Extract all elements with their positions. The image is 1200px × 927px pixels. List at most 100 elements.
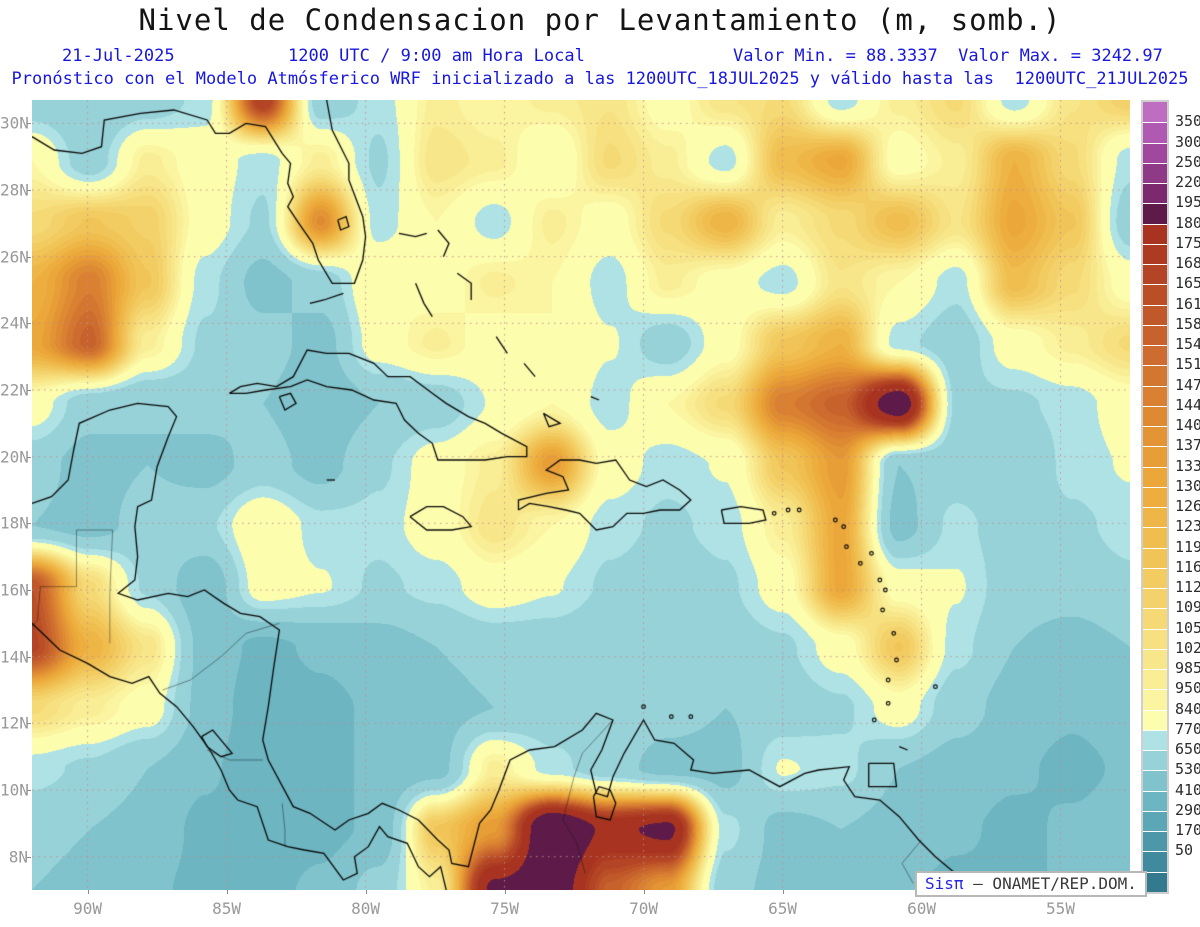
colorbar-level-label: 1950	[1175, 193, 1200, 212]
x-tick-label: 85W	[212, 899, 242, 918]
forecast-subtitle: Pronóstico con el Modelo Atmósferico WRF…	[11, 69, 1189, 89]
colorbar-level-label: 1020	[1175, 638, 1200, 657]
colorbar-level-label: 290	[1175, 800, 1200, 819]
colorbar-level-label: 840	[1175, 699, 1200, 718]
colorbar-level-label: 1405	[1175, 416, 1200, 435]
y-tick-label: 20N	[0, 447, 29, 467]
colorbar-segment	[1143, 162, 1167, 183]
y-tick-mark	[27, 190, 31, 191]
colorbar-level-label: 1370	[1175, 436, 1200, 455]
colorbar-segment	[1143, 345, 1167, 366]
colorbar-level-label: 410	[1175, 780, 1200, 799]
colorbar-segment	[1143, 871, 1167, 892]
y-tick-mark	[27, 123, 31, 125]
y-tick-mark	[27, 323, 31, 325]
colorbar-segment	[1143, 790, 1167, 811]
colorbar-level-label: 1195	[1175, 537, 1200, 556]
colorbar-level-label: 1440	[1175, 395, 1200, 414]
colorbar-segment	[1143, 385, 1167, 406]
y-tick-label: 8N	[8, 847, 28, 867]
colorbar-segment	[1143, 426, 1167, 447]
y-tick-label: 24N	[0, 313, 29, 333]
x-tick-mark	[782, 890, 784, 894]
colorbar-level-label: 1265	[1175, 497, 1200, 516]
valid-date: 21-Jul-2025	[62, 46, 175, 66]
x-tick-label: 60W	[907, 899, 936, 918]
colorbar-level-label: 770	[1175, 719, 1200, 738]
colorbar-segment	[1143, 729, 1167, 750]
value-min-max: Valor Min. = 88.3337 Valor Max. = 3242.9…	[733, 46, 1163, 66]
colorbar-segment	[1143, 770, 1167, 791]
colorbar-segment	[1143, 507, 1167, 528]
y-tick-mark	[27, 256, 31, 258]
map-plot-area	[32, 100, 1130, 890]
watermark-brand: Sisπ	[925, 874, 964, 893]
colorbar-segment	[1143, 304, 1167, 325]
colorbar-segment	[1143, 547, 1167, 568]
y-tick-label: 16N	[0, 580, 29, 600]
colorbar-segment	[1143, 689, 1167, 710]
colorbar-level-label: 1545	[1175, 335, 1200, 354]
colorbar-level-label: 1800	[1175, 213, 1200, 232]
colorbar-level-label: 1475	[1175, 375, 1200, 394]
y-tick-label: 28N	[0, 180, 29, 200]
x-tick-mark	[504, 890, 506, 894]
colorbar-bar	[1141, 100, 1169, 894]
colorbar-segment	[1143, 709, 1167, 730]
colorbar-segment	[1143, 831, 1167, 852]
colorbar-level-label: 530	[1175, 760, 1200, 779]
colorbar-segment	[1143, 183, 1167, 204]
colorbar-level-label: 1650	[1175, 274, 1200, 293]
valid-time: 1200 UTC / 9:00 am Hora Local	[288, 46, 585, 66]
colorbar-level-label: 1300	[1175, 476, 1200, 495]
colorbar-segment	[1143, 588, 1167, 609]
colorbar-segment	[1143, 851, 1167, 872]
x-tick-mark	[226, 890, 228, 894]
y-tick-mark	[27, 790, 31, 791]
colorbar-segment	[1143, 527, 1167, 548]
y-tick-label: 22N	[0, 380, 29, 400]
x-tick-label: 55W	[1046, 899, 1075, 918]
colorbar-segment	[1143, 203, 1167, 224]
colorbar-level-label: 2500	[1175, 152, 1200, 171]
colorbar-level-label: 1055	[1175, 618, 1200, 637]
x-tick-label: 75W	[490, 899, 519, 918]
colorbar-segment	[1143, 608, 1167, 629]
colorbar-segment	[1143, 466, 1167, 487]
colorbar-segment	[1143, 223, 1167, 244]
y-tick-label: 30N	[0, 113, 29, 133]
colorbar-level-label: 1125	[1175, 578, 1200, 597]
colorbar-level-label: 3000	[1175, 132, 1200, 151]
colorbar-level-label: 1685	[1175, 254, 1200, 273]
colorbar-segment	[1143, 405, 1167, 426]
colorbar-level-label: 1510	[1175, 355, 1200, 374]
colorbar-segment	[1143, 750, 1167, 771]
x-tick-label: 65W	[768, 899, 797, 918]
colorbar-level-label: 1335	[1175, 456, 1200, 475]
colorbar-segment	[1143, 365, 1167, 386]
y-tick-label: 14N	[0, 647, 29, 667]
colorbar-level-label: 985	[1175, 659, 1200, 678]
colorbar: 350030002500 2200195018001750 168516501615…	[1141, 100, 1200, 894]
colorbar-segment	[1143, 486, 1167, 507]
colorbar-segment	[1143, 324, 1167, 345]
x-tick-mark	[643, 890, 645, 894]
colorbar-level-label: 1615	[1175, 294, 1200, 313]
y-tick-label: 18N	[0, 513, 29, 533]
x-tick-label: 90W	[73, 899, 103, 918]
colorbar-segment	[1143, 284, 1167, 305]
colorbar-level-label: 2200	[1175, 173, 1200, 192]
colorbar-segment	[1143, 669, 1167, 690]
y-tick-mark	[27, 656, 31, 658]
x-tick-mark	[87, 890, 89, 894]
colorbar-level-label: 1580	[1175, 314, 1200, 333]
y-tick-mark	[27, 590, 31, 591]
colorbar-level-label: 950	[1175, 679, 1200, 698]
map-canvas	[32, 100, 1130, 890]
watermark-text: – ONAMET/REP.DOM.	[963, 874, 1137, 893]
y-tick-mark	[27, 523, 31, 525]
colorbar-segment	[1143, 264, 1167, 285]
watermark-box: Sisπ – ONAMET/REP.DOM.	[915, 871, 1147, 897]
colorbar-segment	[1143, 102, 1167, 123]
colorbar-level-label: 1090	[1175, 598, 1200, 617]
